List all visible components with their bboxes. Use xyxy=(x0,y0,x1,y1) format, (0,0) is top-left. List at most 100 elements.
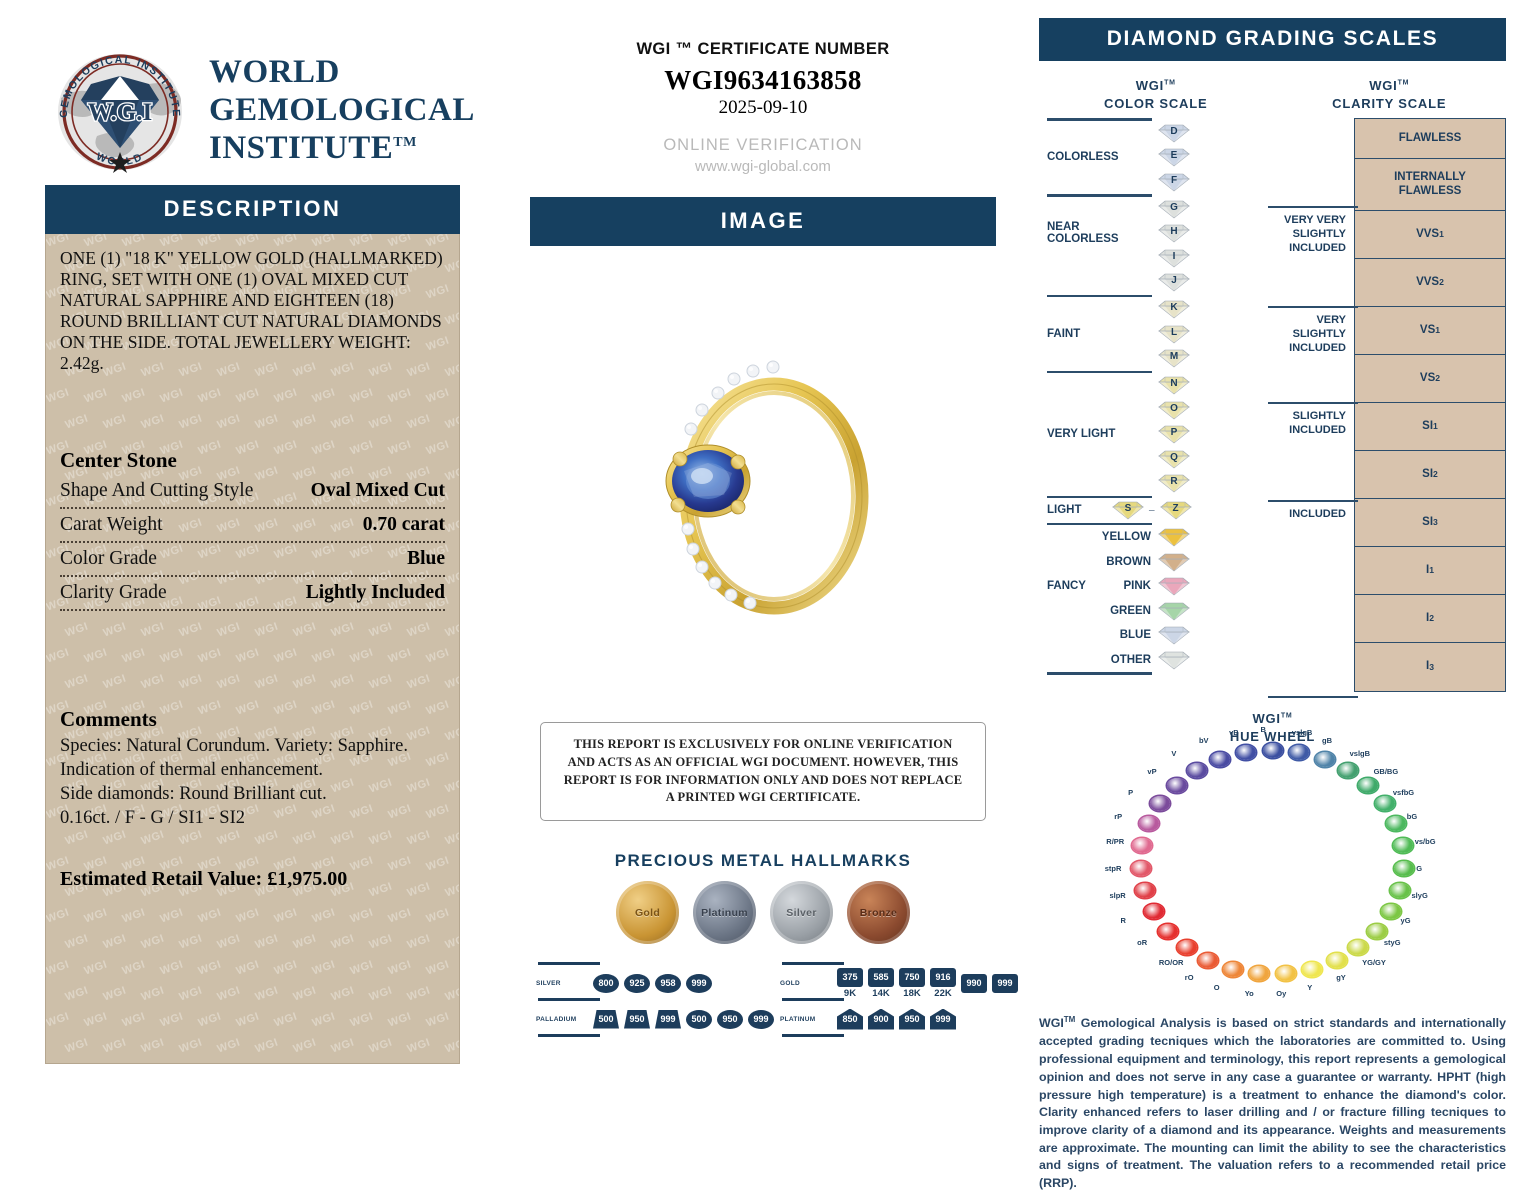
hallmark-mark: 950 xyxy=(717,1009,743,1029)
clarity-cell: INTERNALLY FLAWLESS xyxy=(1355,159,1505,212)
gem-icon xyxy=(1157,601,1191,621)
hallmark-mark-group: 900 xyxy=(868,1008,894,1030)
color-group-label: FAINT xyxy=(1047,327,1081,340)
hue-label: rP xyxy=(1114,811,1123,821)
image-band-title: IMAGE xyxy=(530,197,996,246)
hallmark-row-palladium: PALLADIUM 500 950 999 500 950 999 xyxy=(536,1004,774,1034)
clarity-cell: VVS 2 xyxy=(1355,259,1505,308)
fancy-color-label: GREEN xyxy=(1110,604,1151,617)
divider xyxy=(1047,194,1152,197)
hue-node xyxy=(1235,745,1256,761)
hue-node xyxy=(1198,952,1219,968)
hallmark-mark: 950 xyxy=(899,1008,925,1030)
clarity-cell: VS 1 xyxy=(1355,307,1505,356)
fancy-color-row: GREEN xyxy=(1039,599,1264,624)
ring-illustration xyxy=(665,360,869,615)
hallmark-mark-group: 375 9K xyxy=(837,967,863,999)
hue-node xyxy=(1166,777,1187,793)
divider xyxy=(782,998,844,1001)
gem-icon: O xyxy=(1157,400,1191,420)
divider xyxy=(1047,118,1152,121)
hue-node xyxy=(1366,923,1387,939)
hallmark-mark-group: 990 xyxy=(961,973,987,993)
hallmark-mark-group: 958 xyxy=(655,973,681,993)
spec-row-color: Color Grade Blue xyxy=(60,543,445,577)
spec-row-carat: Carat Weight 0.70 carat xyxy=(60,509,445,543)
verification-url[interactable]: www.wgi-global.com xyxy=(695,158,831,175)
hue-label: gB xyxy=(1322,736,1333,746)
hallmark-label-silver: SILVER xyxy=(536,979,561,987)
gem-icon: I xyxy=(1157,248,1191,268)
coin-bronze: Bronze xyxy=(847,881,910,944)
coin-label-silver: Silver xyxy=(786,906,817,919)
gem-image xyxy=(530,246,996,706)
divider xyxy=(1268,306,1358,309)
hue-node xyxy=(1326,952,1347,968)
fancy-color-label: PINK xyxy=(1123,580,1151,593)
hue-label: Y xyxy=(1307,983,1313,993)
color-grade-row: NEAR COLORLESS H xyxy=(1039,221,1264,246)
hallmark-mark: 500 xyxy=(593,1009,619,1029)
wgi-logo-icon: GEMOLOGICAL INSTITUTE WORLD W.G.I xyxy=(45,40,195,180)
clarity-cell: VVS 1 xyxy=(1355,211,1505,260)
divider xyxy=(1268,696,1358,699)
coin-silver: Silver xyxy=(770,881,833,944)
hue-node xyxy=(1386,816,1407,832)
hallmark-mark-group: 950 xyxy=(899,1008,925,1030)
hue-node xyxy=(1348,939,1369,955)
divider xyxy=(1047,522,1152,526)
gem-icon: N xyxy=(1157,375,1191,395)
certificate-number: WGI9634163858 xyxy=(664,65,862,95)
divider xyxy=(1047,672,1152,675)
spec-value-carat: 0.70 carat xyxy=(362,514,445,535)
hallmark-label-palladium: PALLADIUM xyxy=(536,1015,577,1023)
gem-icon: P xyxy=(1157,424,1191,444)
hue-wheel-title: WGITM HUE WHEEL xyxy=(1229,711,1316,745)
hallmark-mark: 900 xyxy=(868,1008,894,1030)
pave-diamonds xyxy=(681,360,780,610)
hallmark-mark-group: 800 xyxy=(593,973,619,993)
gem-icon xyxy=(1157,552,1191,572)
hallmark-mark-group: 999 xyxy=(992,973,1018,993)
gem-icon: F xyxy=(1157,172,1191,192)
color-grade-row: K xyxy=(1039,297,1264,322)
color-grade-row: N xyxy=(1039,373,1264,398)
hue-label: R/PR xyxy=(1106,837,1125,847)
hue-node xyxy=(1158,923,1179,939)
hallmark-row-platinum: PLATINUM 850 900 950 999 xyxy=(780,1004,1018,1034)
hue-node xyxy=(1275,966,1296,982)
hue-node xyxy=(1143,904,1164,920)
hallmark-reference-table: SILVER 800 925 958 999 PALLADIUM 500 950 999 5… xyxy=(530,962,1018,1040)
hue-label: P xyxy=(1128,787,1134,797)
coin-label-platinum: Platinum xyxy=(701,906,748,919)
hallmark-mark: 800 xyxy=(593,973,619,993)
legal-disclaimer: WGITM Gemological Analysis is based on s… xyxy=(1039,1014,1506,1192)
hue-node xyxy=(1138,816,1159,832)
hallmark-karat: 22K xyxy=(934,987,952,999)
gem-icon xyxy=(1157,625,1191,645)
divider xyxy=(1047,495,1152,499)
hue-label: vB xyxy=(1229,728,1239,738)
hue-label: vslgB xyxy=(1349,749,1371,759)
divider xyxy=(1268,500,1358,503)
clarity-cell: SI 1 xyxy=(1355,403,1505,452)
fancy-color-row: BLUE xyxy=(1039,623,1264,648)
hallmark-mark: 999 xyxy=(655,1009,681,1029)
gem-icon xyxy=(1157,650,1191,670)
clarity-scale: FLAWLESS INTERNALLY FLAWLESS VVS 1 VVS 2 VS 1 VS 2… xyxy=(1264,118,1506,699)
hallmark-mark: 916 xyxy=(930,967,956,987)
divider xyxy=(538,962,600,965)
hallmark-mark-group: 999 xyxy=(930,1008,956,1030)
hue-node xyxy=(1210,752,1231,768)
hue-node xyxy=(1314,752,1335,768)
hallmark-mark-group: 999 xyxy=(686,973,712,993)
scales-headers: WGITM COLOR SCALE WGITM CLARITY SCALE xyxy=(1039,77,1506,112)
coin-label-bronze: Bronze xyxy=(859,906,898,919)
hue-node xyxy=(1390,883,1411,899)
hue-node xyxy=(1134,883,1155,899)
fancy-color-row: OTHER xyxy=(1039,648,1264,673)
coin-gold: Gold xyxy=(616,881,679,944)
hue-label: stpR xyxy=(1104,864,1122,874)
